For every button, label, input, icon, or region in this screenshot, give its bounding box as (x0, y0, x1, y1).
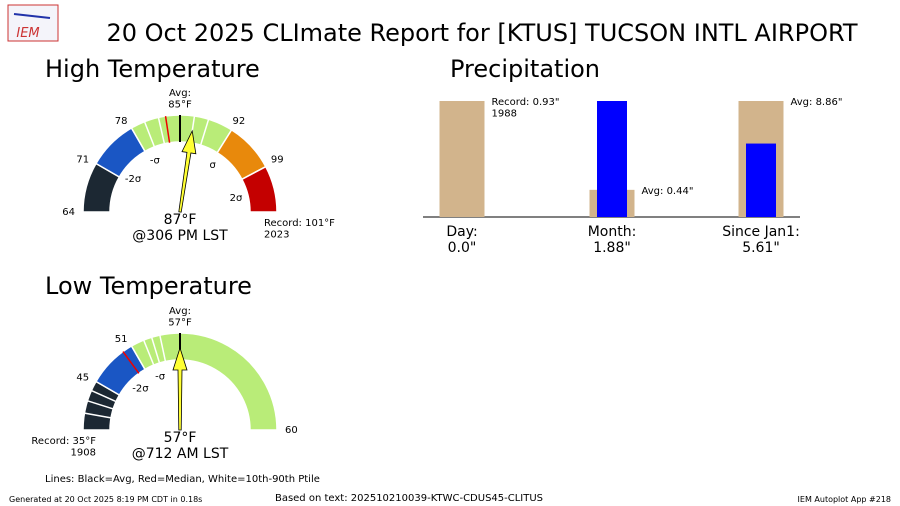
report-title: 20 Oct 2025 CLImate Report for [KTUS] TU… (106, 19, 857, 47)
percentile-line (159, 334, 167, 362)
gauge-tick-label: 92 (233, 116, 246, 127)
bar-annotation: Record: 0.93" 1988 (492, 97, 560, 120)
generated-note: Generated at 20 Oct 2025 8:19 PM CDT in … (9, 495, 202, 504)
gauge-tick-label: 71 (76, 155, 89, 166)
category-label: Since Jan1: (722, 224, 800, 240)
observed-value: 87°F (164, 212, 197, 228)
sigma-label: -σ (150, 156, 161, 167)
bar (439, 101, 485, 217)
sigma-label: -σ (155, 371, 166, 382)
median-line (122, 351, 140, 374)
observed-label: 5.61" (742, 240, 780, 256)
gauge-tick-label: 64 (62, 207, 75, 218)
section-title: Precipitation (450, 55, 600, 83)
legend-note: Lines: Black=Avg, Red=Median, White=10th… (45, 474, 320, 485)
record-label: Record: 35°F 1908 (31, 436, 96, 459)
observed-time: @306 PM LST (132, 228, 228, 244)
bar (597, 101, 627, 217)
gauge-band (130, 114, 233, 154)
sigma-label: σ (210, 160, 217, 171)
needle (172, 346, 188, 431)
sigma-label: -2σ (125, 174, 142, 185)
percentile-line (91, 389, 117, 403)
gauge-band (130, 332, 278, 431)
bar-annotation: Avg: 8.86" (791, 97, 843, 108)
gauge-tick-label: 51 (115, 334, 128, 345)
category-label: Day: (446, 224, 477, 240)
app-note: IEM Autoplot App #218 (798, 495, 891, 504)
section-title: High Temperature (45, 55, 260, 83)
gauge-tick-label: 60 (285, 425, 298, 436)
sigma-label: -2σ (132, 384, 149, 395)
logo-box (7, 4, 59, 42)
average-label: Avg: 57°F (168, 306, 192, 329)
percentile-line (150, 337, 161, 364)
percentile-line (87, 400, 114, 410)
category-label: Month: (588, 224, 637, 240)
percentile-line (199, 119, 210, 146)
observed-time: @712 AM LST (132, 446, 229, 462)
observed-label: 0.0" (448, 240, 477, 256)
average-label: Avg: 85°F (168, 88, 192, 111)
median-line (164, 115, 171, 143)
logo: IEM (7, 4, 59, 42)
logo-text: IEM (16, 26, 39, 41)
percentile-line (143, 121, 156, 148)
percentile-line (157, 117, 166, 144)
needle (178, 129, 197, 213)
gauge-band (240, 165, 278, 213)
record-label: Record: 101°F 2023 (264, 218, 335, 241)
observed-value: 57°F (164, 430, 197, 446)
percentile-line (142, 339, 155, 366)
section-title: Low Temperature (45, 272, 252, 300)
gauge-tick-label: 78 (115, 116, 128, 127)
gauge-tick-label: 45 (76, 373, 89, 384)
bar-annotation: Avg: 0.44" (642, 186, 694, 197)
logo-plane (13, 13, 51, 19)
gauge-tick-label: 99 (271, 155, 284, 166)
percentile-line (84, 412, 112, 419)
bar (746, 143, 776, 217)
source-note: Based on text: 202510210039-KTWC-CDUS45-… (275, 493, 543, 504)
sigma-label: 2σ (230, 193, 243, 204)
observed-label: 1.88" (593, 240, 631, 256)
